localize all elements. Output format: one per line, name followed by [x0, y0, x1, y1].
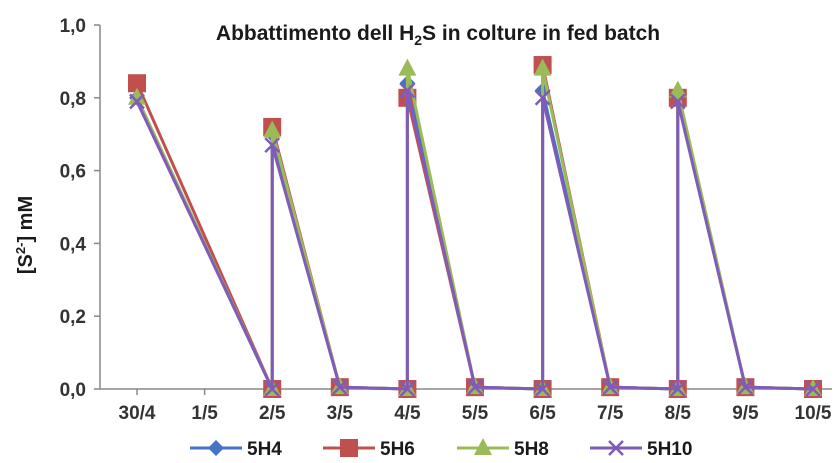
- legend-label: 5H4: [247, 439, 282, 460]
- x-marker: [331, 379, 348, 396]
- y-tick-label: 0,2: [60, 307, 86, 328]
- legend-label: 5H8: [514, 439, 549, 460]
- legend-item: 5H6: [323, 439, 415, 460]
- x-marker: [399, 381, 416, 397]
- x-tick-label: 9/5: [732, 403, 759, 424]
- y-tick-label: 0,4: [60, 234, 87, 255]
- series-5H10: [129, 82, 821, 397]
- x-tick-label: 1/5: [191, 403, 218, 424]
- x-marker: [669, 381, 686, 397]
- x-marker: [129, 93, 145, 110]
- square-marker: [340, 439, 358, 457]
- x-marker: [669, 93, 686, 110]
- x-tick-label: 3/5: [327, 403, 354, 424]
- y-tick-label: 0,6: [60, 162, 86, 183]
- x-marker: [608, 440, 624, 456]
- x-tick-label: 5/5: [462, 403, 489, 424]
- square-marker: [128, 74, 146, 93]
- series-5H4: [129, 75, 821, 397]
- diamond-marker: [208, 440, 224, 456]
- x-marker: [467, 379, 483, 396]
- triangle-marker: [128, 87, 146, 105]
- triangle-marker: [398, 58, 417, 76]
- triangle-marker: [668, 80, 687, 98]
- legend-item: 5H4: [190, 439, 282, 460]
- series-line: [135, 67, 814, 391]
- series-5H6: [128, 56, 822, 398]
- chart-title: Abbattimento dell H2S in colture in fed …: [216, 22, 660, 48]
- y-tick-label: 1,0: [60, 16, 86, 37]
- x-tick-label: 6/5: [529, 403, 556, 424]
- triangle-marker: [474, 438, 492, 455]
- x-tick-label: 8/5: [665, 403, 692, 424]
- x-marker: [602, 379, 619, 396]
- y-tick-label: 0,8: [60, 89, 86, 110]
- x-marker: [534, 89, 551, 106]
- y-axis-label: [S2-] mM: [13, 196, 37, 274]
- x-marker: [399, 82, 416, 99]
- legend-label: 5H6: [380, 439, 415, 460]
- legend-item: 5H10: [590, 439, 692, 460]
- x-marker: [737, 379, 754, 396]
- x-tick-label: 7/5: [597, 403, 624, 424]
- x-marker: [534, 381, 551, 397]
- x-tick-label: 2/5: [259, 403, 286, 424]
- x-tick-label: 4/5: [394, 403, 421, 424]
- series-line: [135, 89, 814, 391]
- series-line: [135, 63, 814, 391]
- legend-label: 5H10: [647, 439, 692, 460]
- x-marker: [264, 137, 281, 154]
- triangle-marker: [263, 120, 282, 138]
- triangle-marker: [533, 58, 552, 76]
- series-5H8: [128, 58, 822, 396]
- x-tick-label: 30/4: [119, 403, 156, 424]
- x-tick-label: 10/5: [795, 403, 832, 424]
- x-marker: [264, 381, 281, 397]
- legend-item: 5H8: [457, 438, 549, 460]
- x-marker: [805, 381, 821, 397]
- y-tick-label: 0,0: [60, 380, 86, 401]
